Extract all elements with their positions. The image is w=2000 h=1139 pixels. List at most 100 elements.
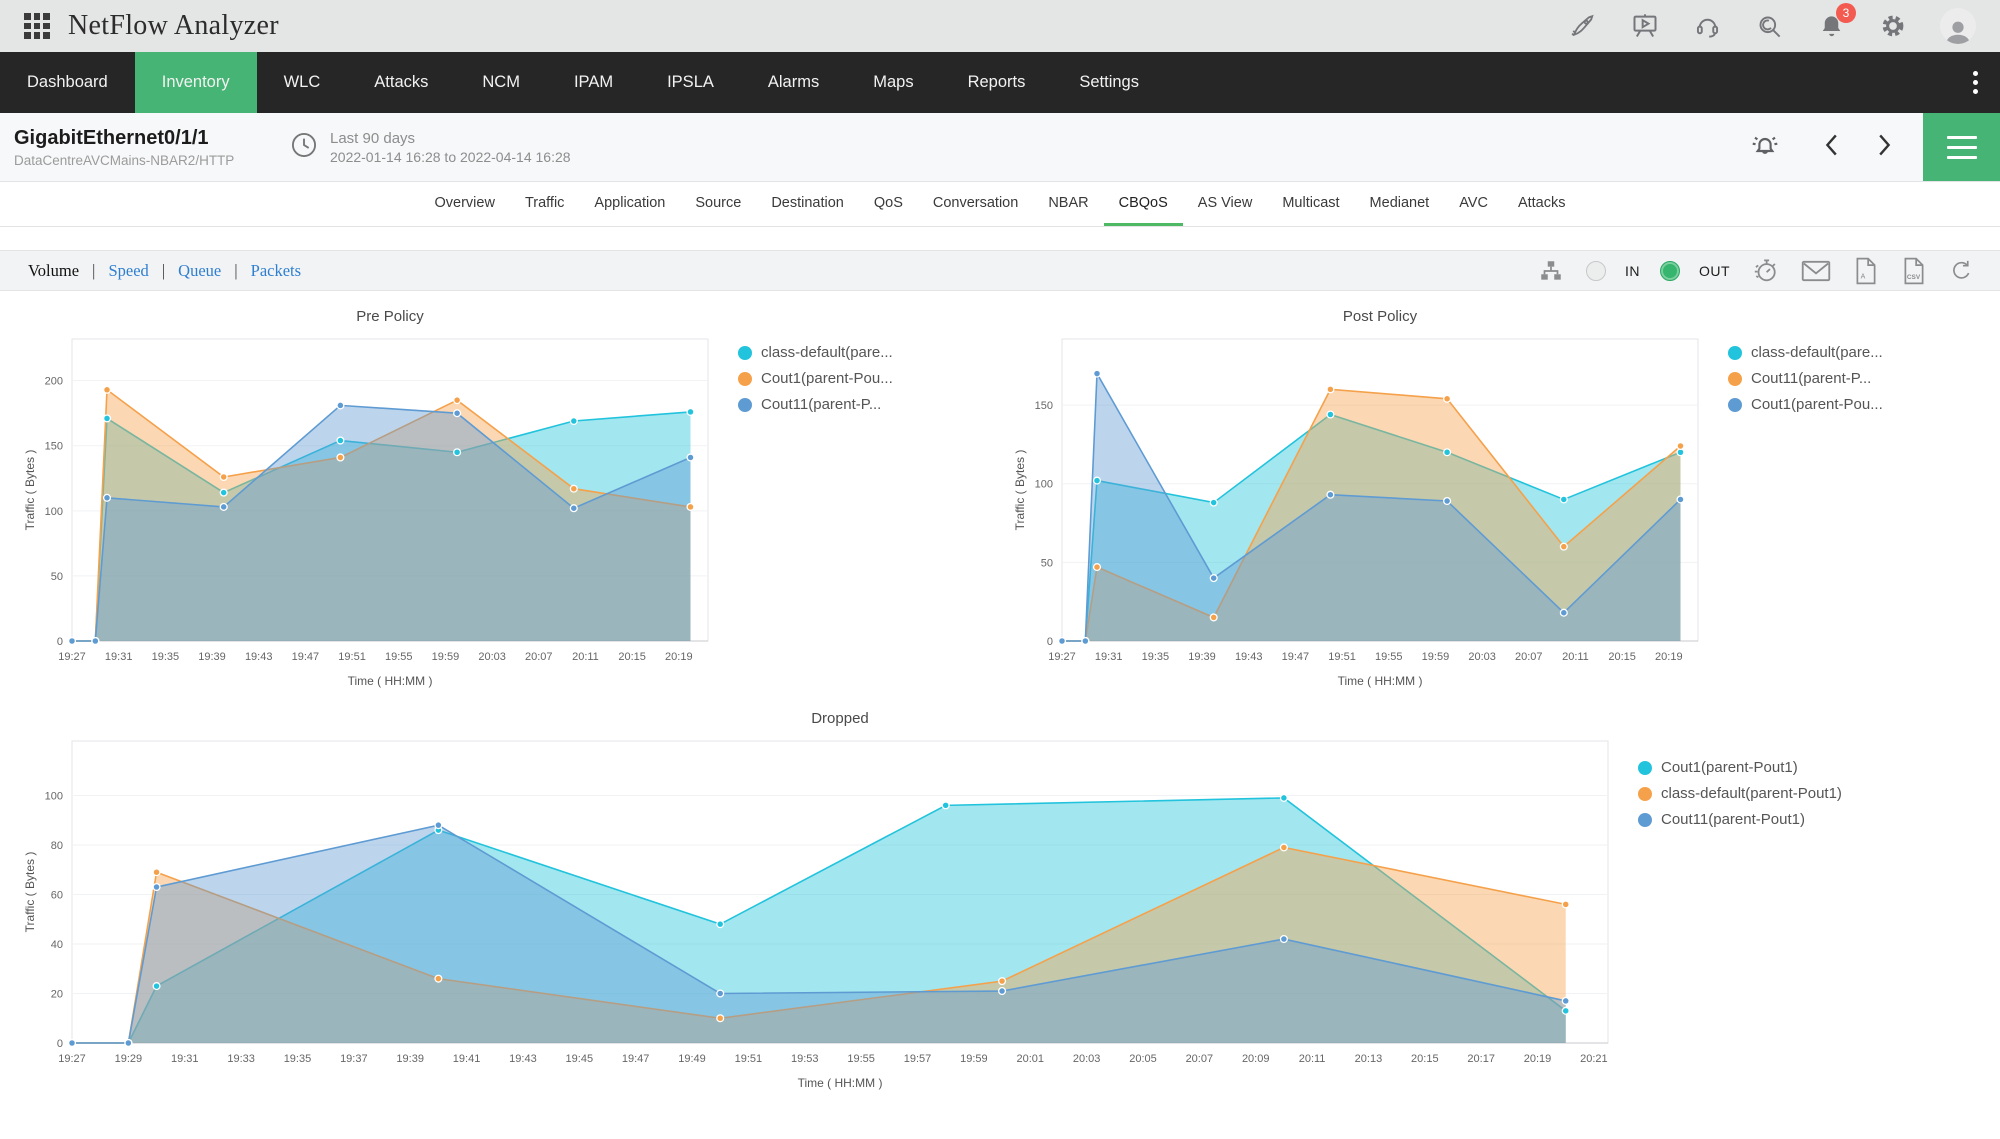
tab-cbqos[interactable]: CBQoS (1103, 182, 1183, 226)
nav-item-maps[interactable]: Maps (873, 73, 914, 91)
next-chevron-icon[interactable] (1869, 127, 1901, 168)
tab-overview[interactable]: Overview (434, 194, 495, 211)
tab-destination[interactable]: Destination (771, 194, 844, 211)
svg-text:100: 100 (45, 790, 63, 802)
period-label: Last 90 days (330, 129, 416, 147)
out-label: OUT (1698, 262, 1730, 279)
svg-text:19:47: 19:47 (1282, 651, 1310, 663)
svg-text:20:07: 20:07 (1186, 1053, 1214, 1065)
svg-text:0: 0 (57, 1038, 63, 1050)
svg-text:0: 0 (57, 636, 63, 648)
headset-icon[interactable] (1692, 11, 1722, 41)
svg-text:20:03: 20:03 (1073, 1053, 1101, 1065)
tab-attacks[interactable]: Attacks (1517, 194, 1566, 211)
nav-overflow-kebab-icon[interactable] (1951, 52, 2000, 113)
tab-nbar[interactable]: NBAR (1048, 194, 1089, 211)
nav-item-wlc[interactable]: WLC (283, 73, 321, 91)
svg-text:A: A (1861, 273, 1866, 280)
nav-item-alarms[interactable]: Alarms (767, 73, 820, 91)
direction-toggle: IN OUT (1585, 260, 1730, 281)
nav-item-ncm[interactable]: NCM (482, 73, 520, 91)
search-icon[interactable] (1754, 11, 1784, 41)
svg-text:Time ( HH:MM ): Time ( HH:MM ) (348, 674, 433, 688)
post-policy-legend: class-default(pare... Cout11(parent-P... C… (1710, 303, 2000, 697)
nav-item-ipsla[interactable]: IPSLA (667, 73, 714, 91)
view-volume[interactable]: Volume (28, 260, 80, 280)
time-period-selector[interactable]: Last 90 days 2022-01-14 16:28 to 2022-04… (290, 130, 571, 165)
tab-qos[interactable]: QoS (873, 194, 903, 211)
tab-as-view[interactable]: AS View (1197, 194, 1253, 211)
hierarchy-icon[interactable] (1538, 258, 1564, 284)
nav-item-inventory[interactable]: Inventory (134, 52, 257, 113)
legend-item[interactable]: Cout1(parent-Pout1) (1638, 759, 1950, 776)
legend-item[interactable]: class-default(parent-Pout1) (1638, 785, 1950, 802)
legend-item[interactable]: Cout11(parent-P... (1728, 370, 2000, 387)
svg-text:19:47: 19:47 (622, 1053, 650, 1065)
tab-medianet[interactable]: Medianet (1369, 194, 1430, 211)
prev-chevron-icon[interactable] (1815, 127, 1847, 168)
chart-toolbar: Volume | Speed | Queue | Packets IN OUT A CSV (0, 250, 2000, 291)
timer-icon[interactable] (1752, 257, 1779, 284)
svg-text:19:57: 19:57 (904, 1053, 932, 1065)
rocket-icon[interactable] (1568, 11, 1598, 41)
svg-text:19:35: 19:35 (1142, 651, 1170, 663)
dropped-chart: 0 20 40 60 80 100 19:27 19:29 19:31 19:33 19:35 19:… (23, 740, 1609, 1090)
in-radio[interactable] (1585, 260, 1606, 281)
view-packets[interactable]: Packets (250, 260, 302, 280)
settings-gear-icon[interactable] (1878, 11, 1908, 41)
csv-export-icon[interactable]: CSV (1901, 257, 1927, 285)
legend-item[interactable]: class-default(pare... (1728, 344, 2000, 361)
svg-text:150: 150 (1035, 400, 1053, 412)
svg-text:19:39: 19:39 (396, 1053, 424, 1065)
nav-item-settings[interactable]: Settings (1079, 73, 1139, 91)
pdf-export-icon[interactable]: A (1853, 257, 1879, 285)
nav-item-reports[interactable]: Reports (967, 73, 1026, 91)
svg-text:20:05: 20:05 (1129, 1053, 1157, 1065)
pre-policy-title: Pre Policy (356, 307, 424, 325)
legend-item[interactable]: Cout1(parent-Pou... (738, 370, 1010, 387)
svg-text:200: 200 (45, 376, 63, 388)
legend-item[interactable]: Cout11(parent-Pout1) (1638, 811, 1950, 828)
presentation-play-icon[interactable] (1630, 11, 1660, 41)
svg-text:19:47: 19:47 (292, 651, 320, 663)
view-queue[interactable]: Queue (178, 260, 222, 280)
period-range: 2022-01-14 16:28 to 2022-04-14 16:28 (330, 148, 571, 165)
view-speed[interactable]: Speed (108, 260, 149, 280)
nav-item-dashboard[interactable]: Dashboard (27, 73, 108, 91)
svg-text:19:35: 19:35 (284, 1053, 312, 1065)
legend-dot-icon (1638, 812, 1652, 827)
tab-multicast[interactable]: Multicast (1282, 194, 1340, 211)
tab-avc[interactable]: AVC (1459, 194, 1488, 211)
metric-views: Volume | Speed | Queue | Packets (0, 261, 301, 281)
panel-hamburger-button[interactable] (1923, 113, 2000, 181)
legend-item[interactable]: class-default(pare... (738, 344, 1010, 361)
notification-badge: 3 (1836, 3, 1856, 23)
legend-item[interactable]: Cout1(parent-Pou... (1728, 396, 2000, 413)
tab-traffic[interactable]: Traffic (524, 194, 565, 211)
top-bar: NetFlow Analyzer 3 (0, 0, 2000, 52)
interface-header: GigabitEthernet0/1/1 DataCentreAVCMains-… (0, 113, 2000, 182)
app-grid-icon[interactable] (24, 13, 50, 39)
svg-text:20: 20 (51, 988, 63, 1000)
svg-text:20:11: 20:11 (1562, 651, 1589, 663)
svg-text:19:43: 19:43 (509, 1053, 537, 1065)
legend-label: Cout1(parent-Pou... (1751, 396, 1883, 413)
legend-dot-icon (1728, 371, 1742, 386)
out-radio[interactable] (1659, 260, 1680, 281)
alert-bell-icon[interactable] (1749, 131, 1781, 163)
post-policy-title: Post Policy (1342, 307, 1418, 325)
notification-bell-icon[interactable]: 3 (1816, 3, 1856, 41)
user-avatar[interactable] (1940, 8, 1976, 44)
legend-label: Cout11(parent-Pout1) (1661, 811, 1805, 828)
nav-item-attacks[interactable]: Attacks (374, 73, 429, 91)
refresh-icon[interactable] (1949, 258, 1974, 283)
svg-text:0: 0 (1047, 636, 1053, 648)
email-icon[interactable] (1801, 258, 1831, 284)
tab-conversation[interactable]: Conversation (932, 194, 1019, 211)
svg-text:19:59: 19:59 (960, 1053, 988, 1065)
nav-item-ipam[interactable]: IPAM (573, 73, 614, 91)
tab-source[interactable]: Source (695, 194, 742, 211)
legend-label: Cout11(parent-P... (1751, 370, 1872, 387)
tab-application[interactable]: Application (594, 194, 666, 211)
legend-item[interactable]: Cout11(parent-P... (738, 396, 1010, 413)
